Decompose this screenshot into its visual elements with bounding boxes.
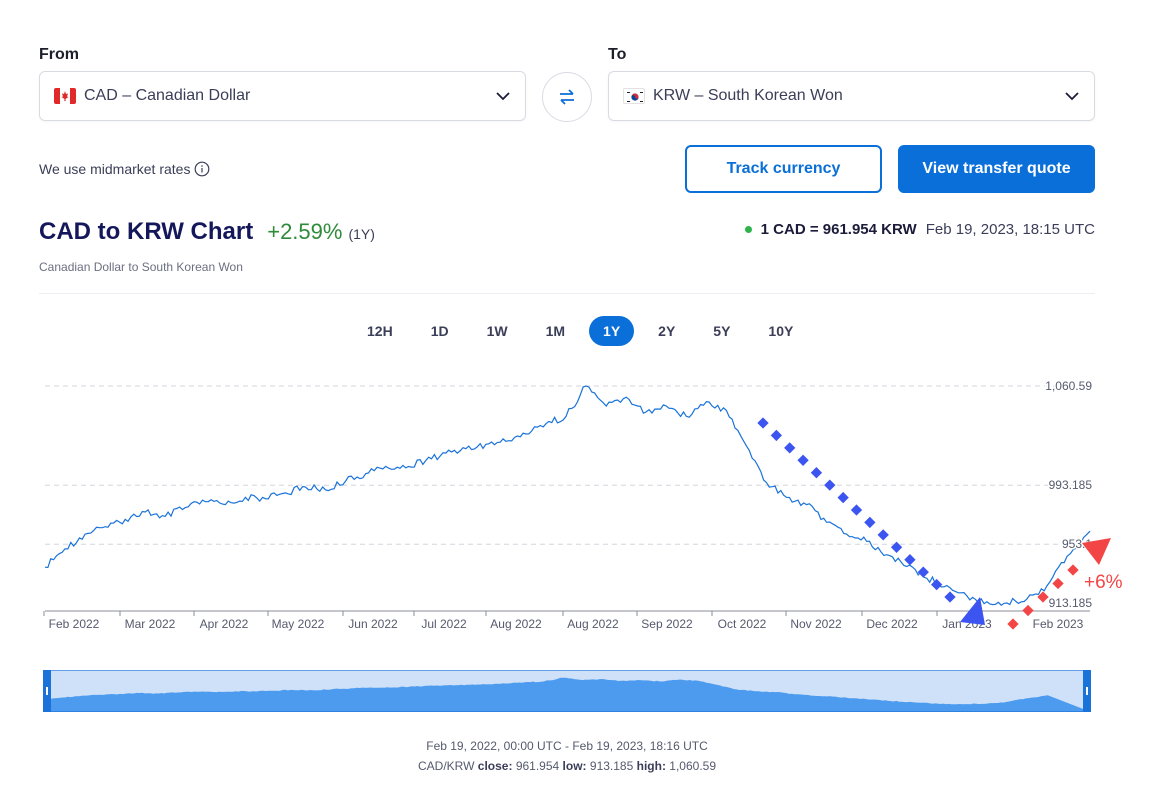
up-trend-marker [1037, 591, 1049, 603]
rate-value: 1 CAD = 961.954 KRW [760, 221, 917, 238]
midmarket-note: We use midmarket rates [39, 161, 210, 177]
up-trend-marker [1067, 564, 1079, 576]
rate-timestamp: Feb 19, 2023, 18:15 UTC [925, 221, 1095, 238]
up-trend-marker [1007, 618, 1019, 630]
range-navigator[interactable] [43, 670, 1091, 712]
down-trend-marker [837, 491, 849, 504]
to-currency-text: KRW – South Korean Won [653, 87, 843, 104]
high-value: 1,060.59 [669, 759, 717, 773]
navigator-area [43, 677, 1091, 712]
divider [39, 293, 1095, 294]
chart-title: CAD to KRW Chart [39, 218, 254, 245]
y-tick-label: 953.1 [1062, 537, 1092, 551]
up-trend-marker [1052, 577, 1064, 590]
down-trend-marker [864, 516, 876, 529]
down-trend-marker [930, 578, 943, 591]
change-percent: +2.59% [267, 219, 343, 244]
x-tick-label: Apr 2022 [200, 617, 249, 631]
rate-chart[interactable]: Feb 2022 Mar 2022 Apr 2022 May 2022 Jun 2022… [0, 360, 1156, 640]
chart-header: CAD to KRW Chart +2.59% (1Y) [39, 218, 375, 246]
period-1d[interactable]: 1D [430, 323, 449, 339]
down-trend-marker [877, 529, 889, 541]
from-currency-select[interactable]: CAD – Canadian Dollar [39, 71, 526, 121]
live-status-dot [744, 226, 752, 233]
close-value: 961.954 [515, 759, 560, 773]
x-tick-label: Oct 2022 [718, 617, 767, 631]
to-label: To [608, 46, 627, 63]
period-5y[interactable]: 5Y [713, 323, 731, 339]
down-trend-marker [824, 479, 836, 491]
footer-range: Feb 19, 2022, 00:00 UTC - Feb 19, 2023, … [426, 739, 708, 753]
x-tick-label: Jul 2022 [421, 617, 467, 631]
x-tick-label: Jun 2022 [348, 617, 398, 631]
x-tick-label: Feb 2023 [1033, 617, 1084, 631]
down-trend-marker [850, 504, 863, 516]
x-tick-label: May 2022 [272, 617, 325, 631]
down-trend-marker [797, 454, 809, 466]
high-label: high: [636, 759, 666, 773]
x-tick-label: Sep 2022 [641, 617, 693, 631]
down-trend-marker [890, 541, 903, 553]
canada-flag-icon [54, 88, 76, 104]
low-value: 913.185 [589, 759, 634, 773]
info-icon[interactable] [194, 161, 210, 177]
from-label: From [39, 46, 79, 63]
right-handle-grip [1086, 687, 1088, 695]
down-trend-marker [757, 417, 769, 429]
x-tick-label: Nov 2022 [790, 617, 842, 631]
period-12h[interactable]: 12H [367, 323, 393, 339]
chevron-down-icon [1065, 92, 1079, 101]
period-10y[interactable]: 10Y [768, 323, 794, 339]
annotation-text: +6% [1084, 572, 1123, 593]
down-trend-marker [917, 566, 929, 578]
period-selector: 12H 1D 1W 1M 1Y 2Y 5Y 10Y [353, 316, 817, 346]
footer-stats: CAD/KRW close: 961.954 low: 913.185 high… [0, 759, 1134, 773]
down-trend-marker [784, 442, 796, 454]
to-currency-select[interactable]: KRW – South Korean Won [608, 71, 1095, 121]
x-tick-label: Aug 2022 [490, 617, 542, 631]
period-2y[interactable]: 2Y [658, 323, 676, 339]
swap-arrows-icon [560, 89, 574, 105]
down-trend-marker [770, 429, 783, 442]
footer-pair: CAD/KRW [417, 759, 475, 773]
period-1m[interactable]: 1M [545, 323, 566, 339]
current-rate: 1 CAD = 961.954 KRW Feb 19, 2023, 18:15 … [744, 221, 1095, 238]
up-arrow-head [1082, 538, 1111, 565]
from-currency-text: CAD – Canadian Dollar [84, 87, 251, 104]
y-tick-label: 993.185 [1049, 478, 1093, 492]
close-label: close: [477, 759, 513, 773]
price-line [44, 385, 1091, 606]
down-trend-marker [810, 467, 823, 479]
korea-flag-icon [623, 88, 645, 104]
low-label: low: [562, 759, 587, 773]
midmarket-text: We use midmarket rates [39, 161, 191, 177]
left-handle-grip [46, 687, 48, 695]
chart-subtitle: Canadian Dollar to South Korean Won [39, 260, 243, 274]
period-1y[interactable]: 1Y [589, 316, 635, 346]
down-trend-marker [904, 554, 916, 566]
up-trend-marker [1022, 604, 1034, 617]
x-tick-label: Feb 2022 [49, 617, 100, 631]
track-currency-button[interactable]: Track currency [685, 145, 882, 193]
down-arrow-head [960, 597, 985, 625]
chevron-down-icon [496, 92, 510, 101]
view-transfer-quote-button[interactable]: View transfer quote [898, 145, 1095, 193]
x-tick-label: Aug 2022 [567, 617, 619, 631]
change-period: (1Y) [348, 226, 375, 242]
period-1w[interactable]: 1W [486, 323, 508, 339]
y-tick-label: 1,060.59 [1045, 379, 1092, 393]
swap-currencies-button[interactable] [542, 72, 592, 122]
y-tick-label: 913.185 [1049, 596, 1093, 610]
x-tick-label: Mar 2022 [125, 617, 176, 631]
down-trend-marker [944, 591, 956, 603]
x-tick-label: Dec 2022 [866, 617, 918, 631]
